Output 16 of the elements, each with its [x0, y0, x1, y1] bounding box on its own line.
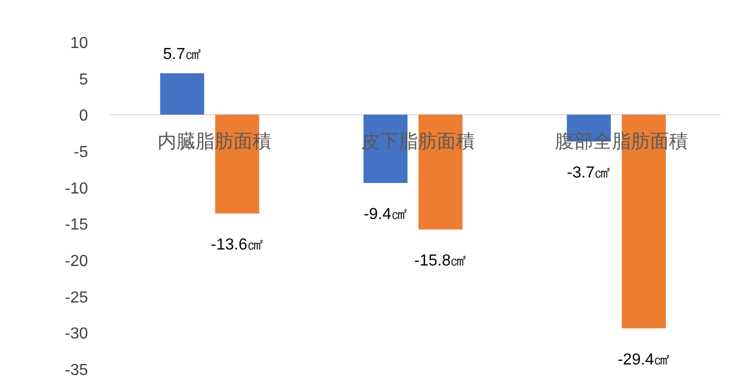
y-tick-label: -35 — [64, 362, 88, 379]
y-tick-label: -20 — [64, 253, 88, 270]
y-tick-label: 5 — [79, 71, 88, 88]
y-tick-label: -25 — [64, 289, 88, 306]
data-label: -9.4㎠ — [364, 206, 408, 223]
y-tick-label: 10 — [70, 35, 88, 52]
y-tick-label: 0 — [79, 108, 88, 125]
data-label: -15.8㎠ — [414, 252, 467, 270]
y-tick-label: -30 — [64, 326, 88, 343]
y-tick-label: -5 — [74, 144, 88, 161]
y-tick-label: -10 — [64, 180, 88, 198]
y-tick-label: -15 — [64, 216, 88, 234]
data-label: -29.4㎠ — [618, 351, 670, 368]
data-label: 5.7㎠ — [163, 46, 202, 64]
data-label: -3.7㎠ — [567, 164, 611, 182]
data-label: -13.6㎠ — [210, 236, 264, 254]
